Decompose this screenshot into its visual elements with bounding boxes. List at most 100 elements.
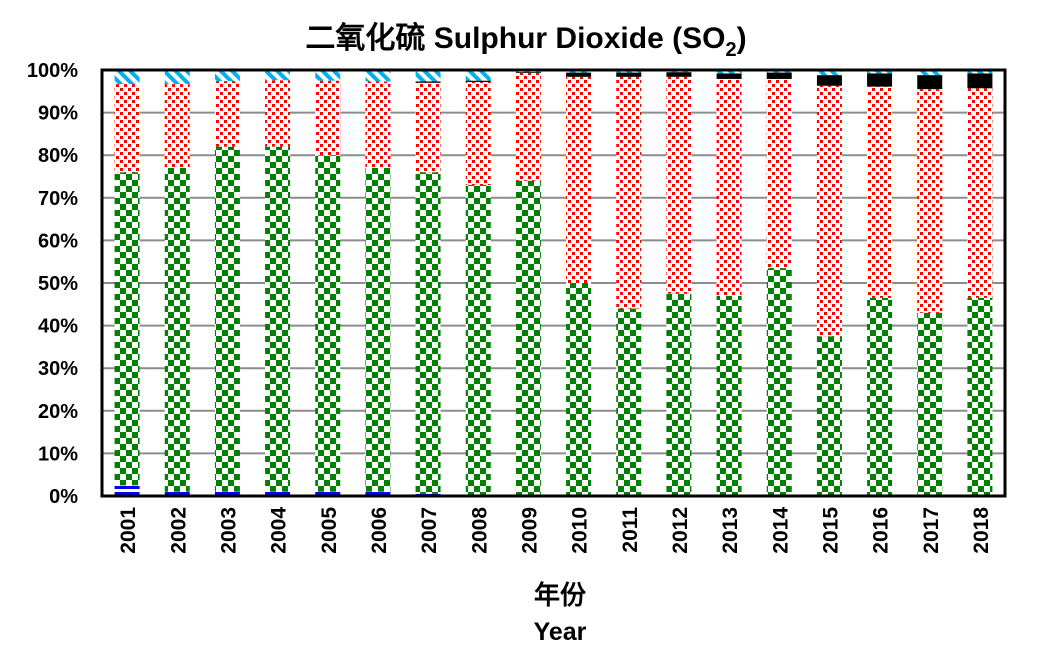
- y-tick-label: 50%: [38, 273, 78, 295]
- bar-segment-2009-series-2: [515, 72, 541, 181]
- bar-segment-2002-series-4: [164, 70, 190, 85]
- x-tick-label: 2003: [217, 507, 240, 554]
- bar-segment-2005-series-4: [315, 70, 341, 81]
- bar-segment-2001-series-1: [114, 172, 140, 486]
- bar-segment-2001-series-2: [114, 84, 140, 173]
- bar-segment-2002-series-2: [164, 84, 190, 168]
- chart-title: 二氧化硫 Sulphur Dioxide (SO2): [305, 21, 746, 61]
- bar-segment-2011-series-1: [616, 308, 642, 496]
- bar-segment-2015-series-3: [816, 75, 842, 86]
- x-tick-label: 2012: [669, 507, 692, 554]
- x-tick-label: 2017: [920, 507, 943, 554]
- y-tick-label: 60%: [38, 230, 78, 252]
- bar-segment-2004-series-2: [265, 80, 291, 147]
- bar-segment-2002-series-0: [164, 491, 190, 496]
- bar-segment-2017-series-4: [917, 70, 943, 76]
- bar-segment-2003-series-2: [214, 81, 240, 147]
- bar-segment-2018-series-3: [967, 73, 993, 89]
- y-tick-label: 100%: [27, 60, 78, 82]
- y-tick-label: 30%: [38, 358, 78, 380]
- bar-segment-2008-series-3: [465, 80, 491, 82]
- bar-segment-2018-series-4: [967, 70, 993, 74]
- bar-segment-2006-series-4: [365, 70, 391, 82]
- y-tick-label: 10%: [38, 443, 78, 465]
- y-tick-label: 40%: [38, 316, 78, 338]
- x-tick-label: 2010: [569, 507, 592, 554]
- bar-segment-2012-series-2: [666, 76, 692, 294]
- bar-segment-2006-series-1: [365, 167, 391, 492]
- x-tick-label: 2011: [619, 507, 642, 553]
- x-tick-label: 2001: [117, 507, 140, 554]
- bar-segment-2014-series-3: [766, 72, 792, 79]
- bar-segment-2008-series-2: [465, 81, 491, 186]
- bar-segment-2008-series-1: [465, 185, 491, 496]
- bar-segment-2010-series-1: [566, 283, 592, 496]
- x-tick-label: 2004: [268, 507, 291, 554]
- y-tick-label: 70%: [38, 188, 78, 210]
- bar-segment-2015-series-2: [816, 85, 842, 337]
- bar-segment-2005-series-2: [315, 80, 341, 156]
- bar-segment-2010-series-2: [566, 76, 592, 283]
- x-tick-label: 2006: [368, 507, 391, 554]
- bar-segment-2017-series-3: [917, 75, 943, 90]
- x-tick-label: 2007: [418, 507, 441, 554]
- bar-segment-2001-series-0: [114, 485, 140, 496]
- x-tick-label: 2002: [167, 507, 190, 554]
- x-tick-label: 2016: [870, 507, 893, 554]
- bar-segment-2006-series-0: [365, 491, 391, 496]
- x-tick-label: 2018: [970, 507, 993, 554]
- plot-area-border: [100, 68, 1007, 498]
- bar-segment-2004-series-0: [265, 491, 291, 496]
- bar-segment-2012-series-1: [666, 293, 692, 496]
- bar-segment-2004-series-1: [265, 146, 291, 492]
- bar-segment-2016-series-2: [867, 86, 893, 298]
- bar-segment-2007-series-4: [415, 70, 441, 82]
- y-tick-label: 0%: [49, 486, 78, 508]
- bar-segment-2005-series-0: [315, 491, 341, 496]
- x-tick-label: 2008: [468, 507, 491, 554]
- bar-segment-2003-series-1: [214, 146, 240, 492]
- bar-segment-2004-series-4: [265, 70, 291, 81]
- bar-segment-2015-series-1: [816, 336, 842, 496]
- bar-segment-2017-series-1: [917, 312, 943, 496]
- bar-segment-2018-series-2: [967, 88, 993, 298]
- x-tick-label: 2015: [819, 507, 842, 554]
- bar-segment-2008-series-4: [465, 70, 491, 81]
- x-tick-label: 2005: [318, 507, 341, 554]
- bar-segment-2010-series-3: [566, 72, 592, 77]
- bar-segment-2013-series-4: [716, 70, 742, 74]
- y-tick-label: 80%: [38, 145, 78, 167]
- bar-segment-2011-series-2: [616, 76, 642, 309]
- bar-segment-2003-series-0: [214, 491, 240, 496]
- bar-segment-2005-series-1: [315, 155, 341, 492]
- y-tick-label: 90%: [38, 103, 78, 125]
- bar-segment-2009-series-1: [515, 180, 541, 496]
- bar-segment-2015-series-4: [816, 70, 842, 76]
- bar-segment-2006-series-2: [365, 81, 391, 168]
- bar-segment-2016-series-4: [867, 70, 893, 74]
- x-tick-label: 2009: [518, 507, 541, 554]
- bar-segment-2016-series-1: [867, 297, 893, 496]
- bar-segment-2003-series-4: [214, 70, 240, 82]
- x-tick-label: 2014: [769, 507, 792, 554]
- x-axis-label-english: Year: [534, 618, 587, 646]
- x-axis-label: 年份: [534, 580, 586, 610]
- bar-segment-2017-series-2: [917, 89, 943, 313]
- bar-segment-2013-series-3: [716, 73, 742, 79]
- bar-segment-2007-series-1: [415, 172, 441, 494]
- bar-segment-2014-series-2: [766, 78, 792, 269]
- bar-segment-2001-series-4: [114, 70, 140, 85]
- x-tick-label: 2013: [719, 507, 742, 554]
- bar-segment-2009-series-3: [515, 72, 541, 73]
- bar-segment-2013-series-1: [716, 295, 742, 496]
- bar-segment-2013-series-2: [716, 78, 742, 296]
- bar-segment-2018-series-1: [967, 297, 993, 496]
- bar-segment-2016-series-3: [867, 73, 893, 87]
- bar-segment-2012-series-3: [666, 72, 692, 77]
- bar-segment-2014-series-1: [766, 268, 792, 496]
- y-tick-label: 20%: [38, 401, 78, 423]
- bar-segment-2007-series-2: [415, 82, 441, 173]
- bar-segment-2011-series-3: [616, 72, 642, 77]
- bar-segment-2007-series-3: [415, 81, 441, 83]
